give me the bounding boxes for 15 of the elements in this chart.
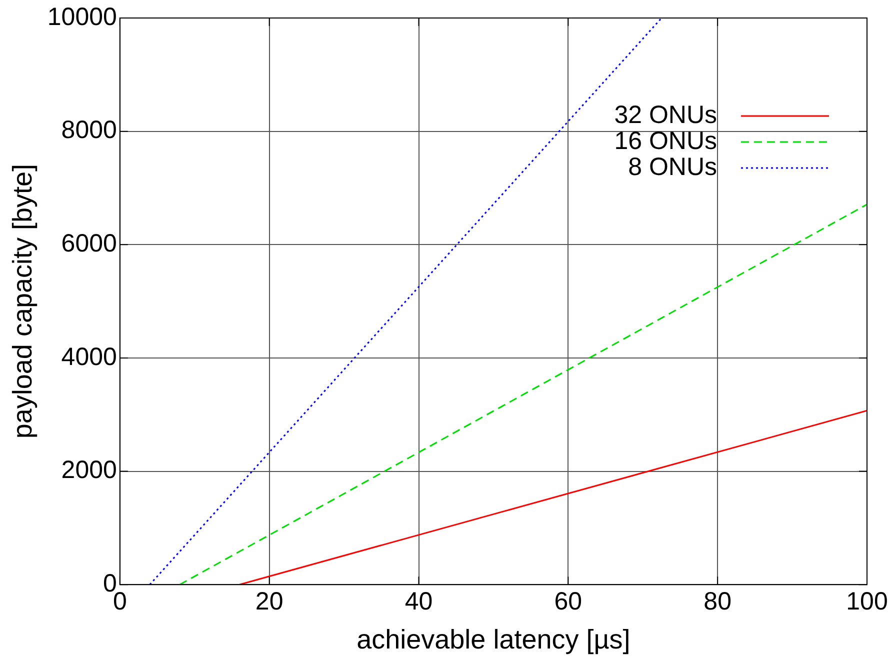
x-tick-label: 100 <box>846 587 888 616</box>
x-tick-label: 80 <box>704 587 732 616</box>
x-tick-label: 40 <box>404 587 433 616</box>
x-tick-label: 60 <box>554 587 582 616</box>
y-tick-label: 8000 <box>61 116 117 144</box>
y-tick-label: 10000 <box>47 2 117 31</box>
legend-label: 8 ONUs <box>628 152 717 181</box>
y-axis-title: payload capacity [byte] <box>8 164 38 439</box>
x-axis-title: achievable latency [µs] <box>356 624 630 654</box>
y-tick-label: 6000 <box>61 230 117 258</box>
y-tick-label: 4000 <box>61 342 117 371</box>
y-tick-label: 2000 <box>61 456 117 484</box>
legend-label: 16 ONUs <box>614 126 717 155</box>
legend-label: 32 ONUs <box>614 100 717 129</box>
x-tick-label: 20 <box>255 587 284 616</box>
